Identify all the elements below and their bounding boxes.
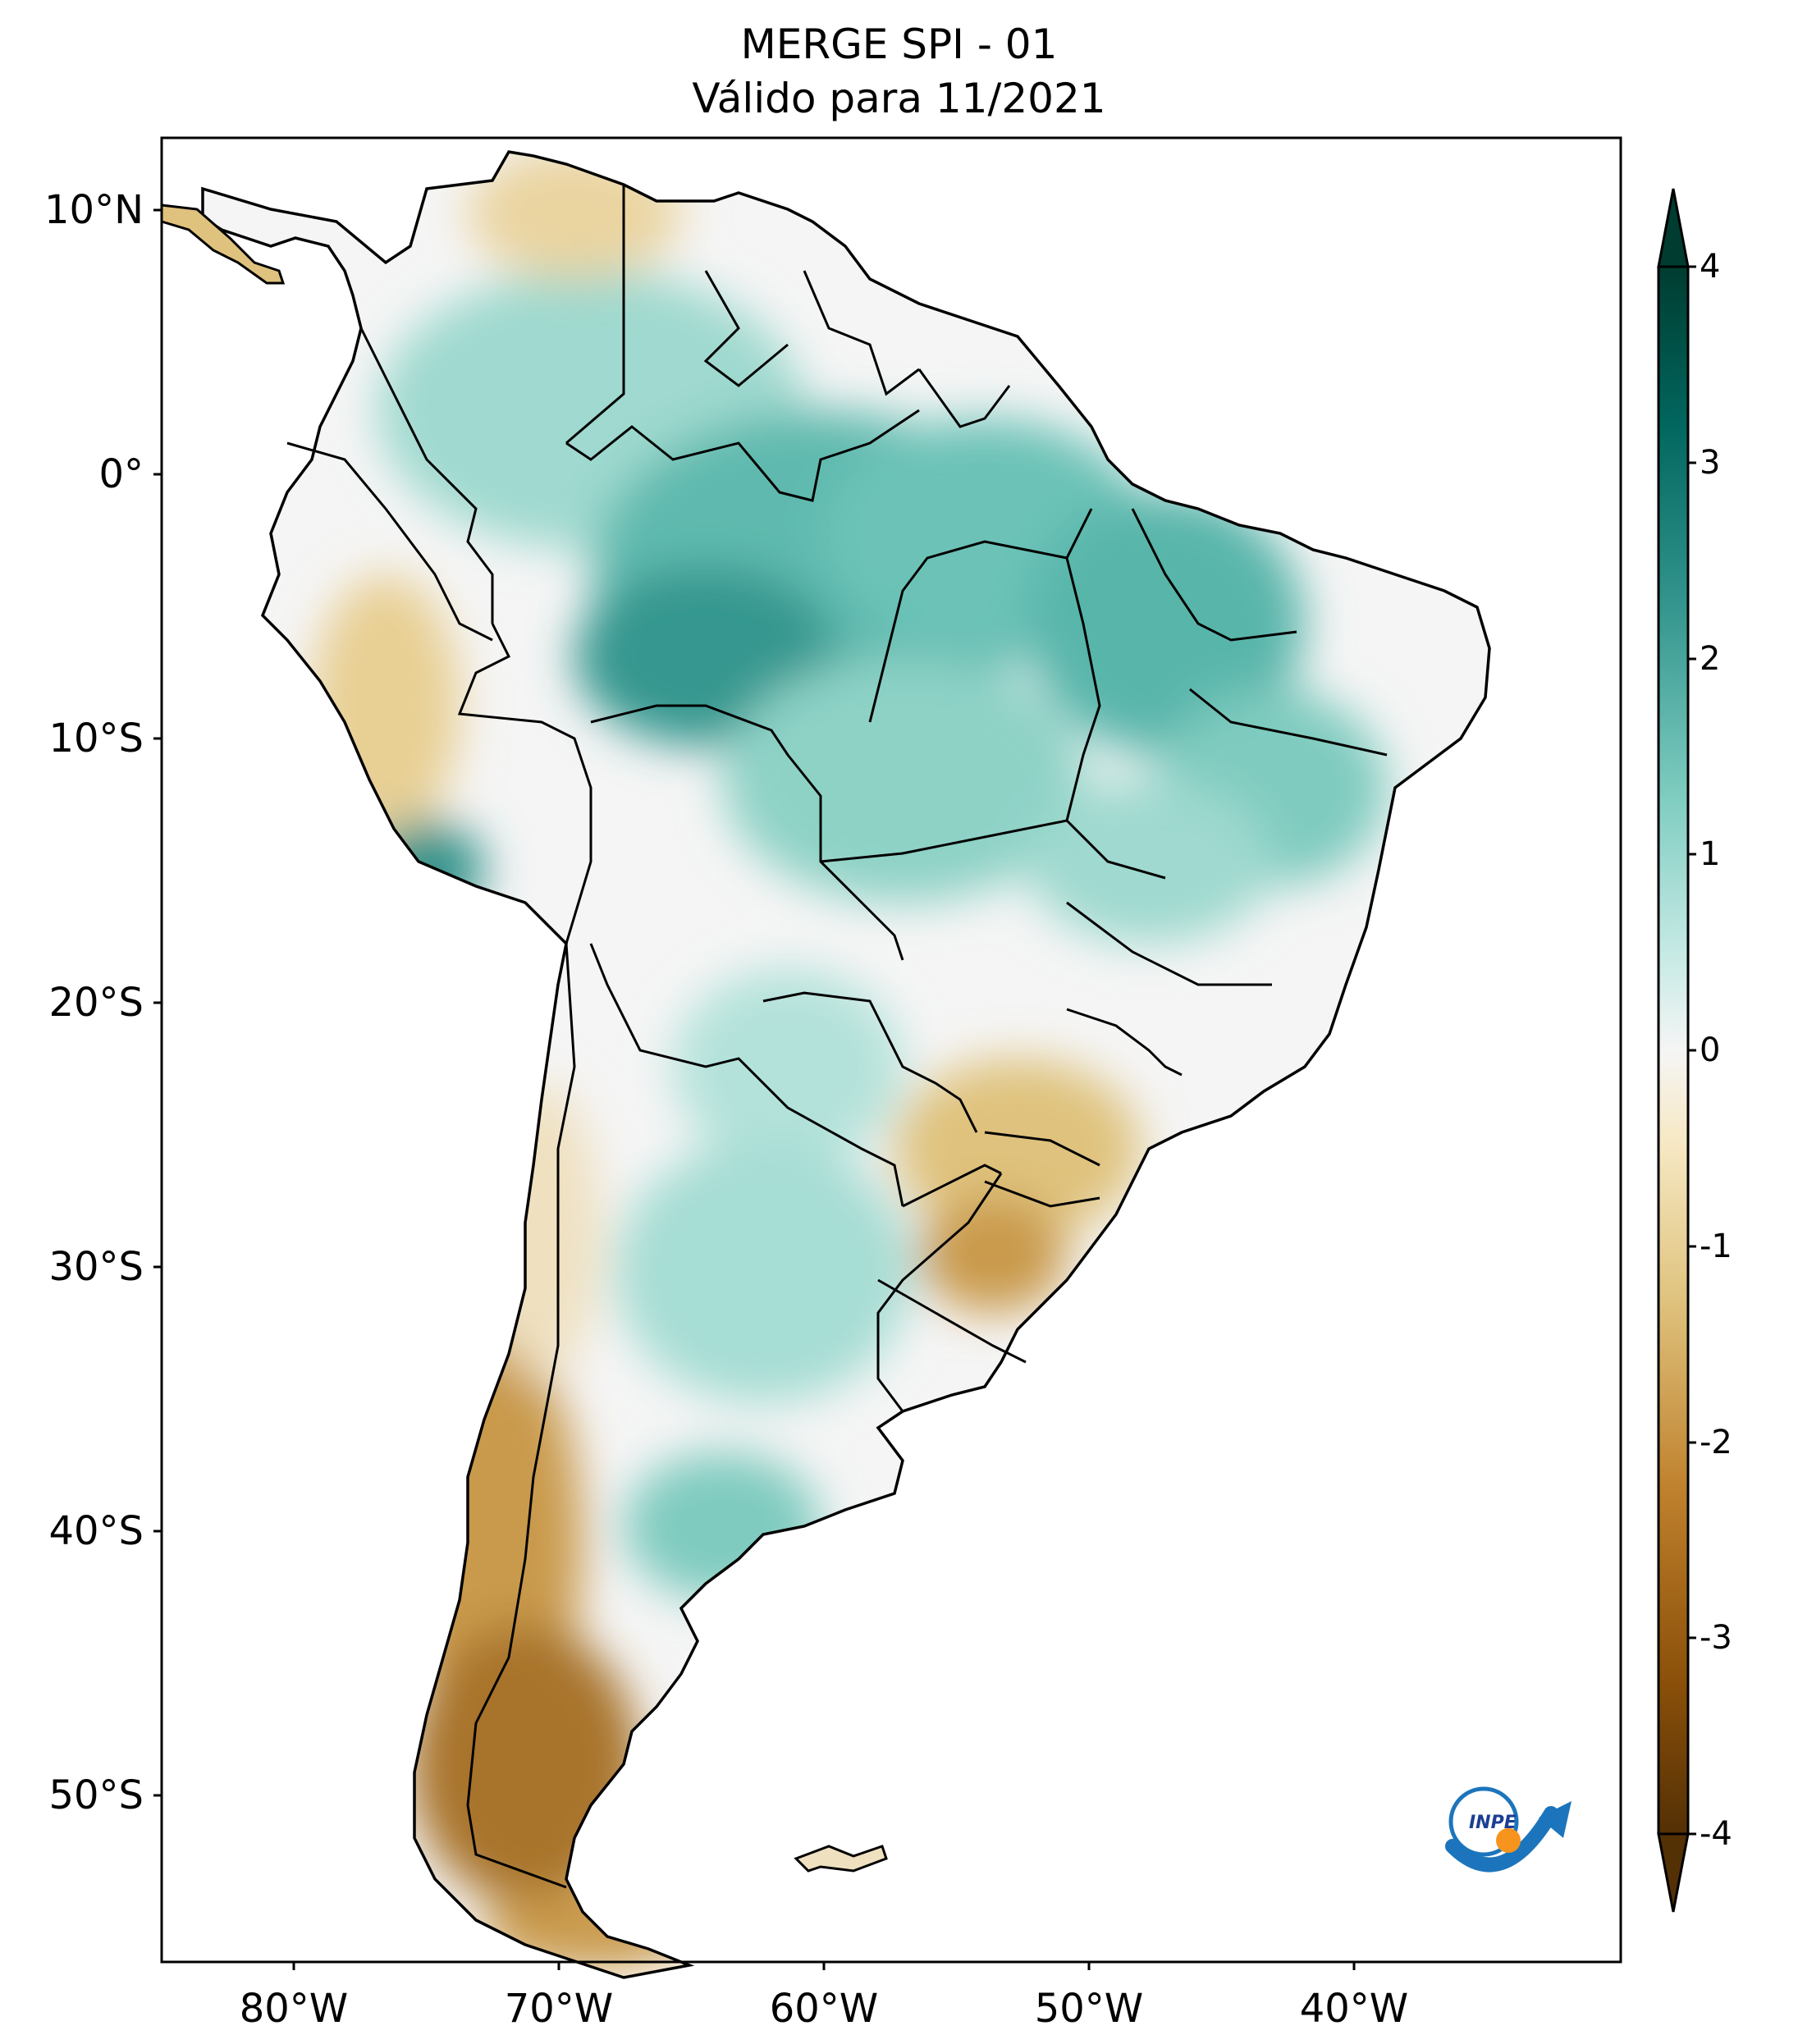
border-bolivia-brazil xyxy=(590,704,904,961)
spi-blob-mato-grosso xyxy=(722,656,1083,903)
colorbar-label-4: 4 xyxy=(1700,248,1721,286)
map-frame xyxy=(160,136,1622,1964)
colorbar-min-extend xyxy=(1657,1832,1690,1913)
inpe-logo: INPE xyxy=(1445,1786,1572,1873)
logo-swoosh xyxy=(1445,1806,1558,1873)
lon-label-50w: 50°W xyxy=(1034,1986,1144,2032)
border-venezuela-guyana xyxy=(703,270,789,387)
logo-orange-dot xyxy=(1496,1828,1521,1853)
colorbar-max-extend xyxy=(1657,188,1690,268)
lat-label-50s: 50°S xyxy=(48,1772,144,1818)
logo-ring xyxy=(1448,1786,1519,1857)
colorbar-bar xyxy=(1657,265,1690,1836)
border-state-tocantins xyxy=(1065,557,1101,821)
border-state-maranhao-piaui xyxy=(1131,508,1297,642)
logo-text: INPE xyxy=(1469,1813,1517,1833)
border-state-amazonas-para xyxy=(868,508,1093,723)
title-line-2: Válido para 11/2021 xyxy=(692,75,1106,122)
lon-label-40w: 40°W xyxy=(1299,1986,1409,2032)
borders xyxy=(286,185,1388,1889)
border-argentina-bolivia-paraguay xyxy=(589,943,904,1207)
border-brazil-north xyxy=(565,409,920,502)
border-state-bahia-north xyxy=(1189,688,1388,757)
border-peru-brazil-bolivia xyxy=(457,623,592,944)
spi-blob-pampas xyxy=(615,1141,911,1403)
spi-blob-goias xyxy=(1026,780,1272,944)
lat-label-20s: 20°S xyxy=(48,980,144,1026)
border-colombia-ecuador-peru xyxy=(359,327,494,624)
lat-label-40s: 40°S xyxy=(48,1508,144,1554)
colorbar-label-neg4: -4 xyxy=(1700,1815,1732,1853)
colorbar-label-0: 0 xyxy=(1700,1031,1721,1069)
colorbar-label-neg3: -3 xyxy=(1700,1619,1732,1657)
falkland-islands xyxy=(794,1845,888,1873)
border-state-minas xyxy=(1066,901,1272,986)
border-state-parana xyxy=(984,1131,1100,1167)
lon-label-60w: 60°W xyxy=(769,1986,879,2032)
border-suriname-guiana xyxy=(917,368,1011,428)
logo-arrow-head xyxy=(1539,1801,1572,1838)
border-paraguay-brazil xyxy=(762,991,978,1133)
colorbar-ticks xyxy=(1688,265,1696,1836)
border-state-sao-paulo xyxy=(1066,1008,1183,1077)
spi-blob-south-brazil xyxy=(894,1059,1141,1239)
lat-label-30s: 30°S xyxy=(48,1244,144,1290)
lon-label-80w: 80°W xyxy=(239,1986,349,2032)
colorbar-label-2: 2 xyxy=(1700,640,1721,678)
border-argentina-paraguay-south xyxy=(902,1164,1002,1208)
coastline xyxy=(201,150,1491,1979)
colorbar-label-3: 3 xyxy=(1700,444,1721,482)
colorbar-label-1: 1 xyxy=(1700,835,1721,873)
spi-blob-rio-grande xyxy=(919,1198,1067,1313)
border-ecuador-peru xyxy=(286,441,493,642)
title-line-1: MERGE SPI - 01 xyxy=(740,21,1058,68)
colorbar xyxy=(1657,188,1696,1913)
axis-ticks xyxy=(153,208,1356,1970)
border-state-mato-grosso xyxy=(820,819,1166,880)
colorbar-label-neg2: -2 xyxy=(1700,1424,1732,1461)
border-colombia-venezuela xyxy=(565,185,625,445)
lat-label-10s: 10°S xyxy=(48,716,144,761)
lat-label-0: 0° xyxy=(98,451,144,497)
border-argentina-uruguay xyxy=(876,1173,1003,1412)
lon-label-70w: 70°W xyxy=(504,1986,614,2032)
lat-label-10n: 10°N xyxy=(44,187,144,233)
colorbar-label-neg1: -1 xyxy=(1700,1228,1732,1265)
spi-blob-paraguay xyxy=(673,968,903,1165)
border-chile-argentina xyxy=(466,943,576,1889)
border-uruguay-brazil xyxy=(877,1278,1027,1364)
border-guyana-suriname xyxy=(803,270,920,396)
central-america xyxy=(161,203,286,285)
border-state-santa-catarina xyxy=(984,1180,1100,1208)
